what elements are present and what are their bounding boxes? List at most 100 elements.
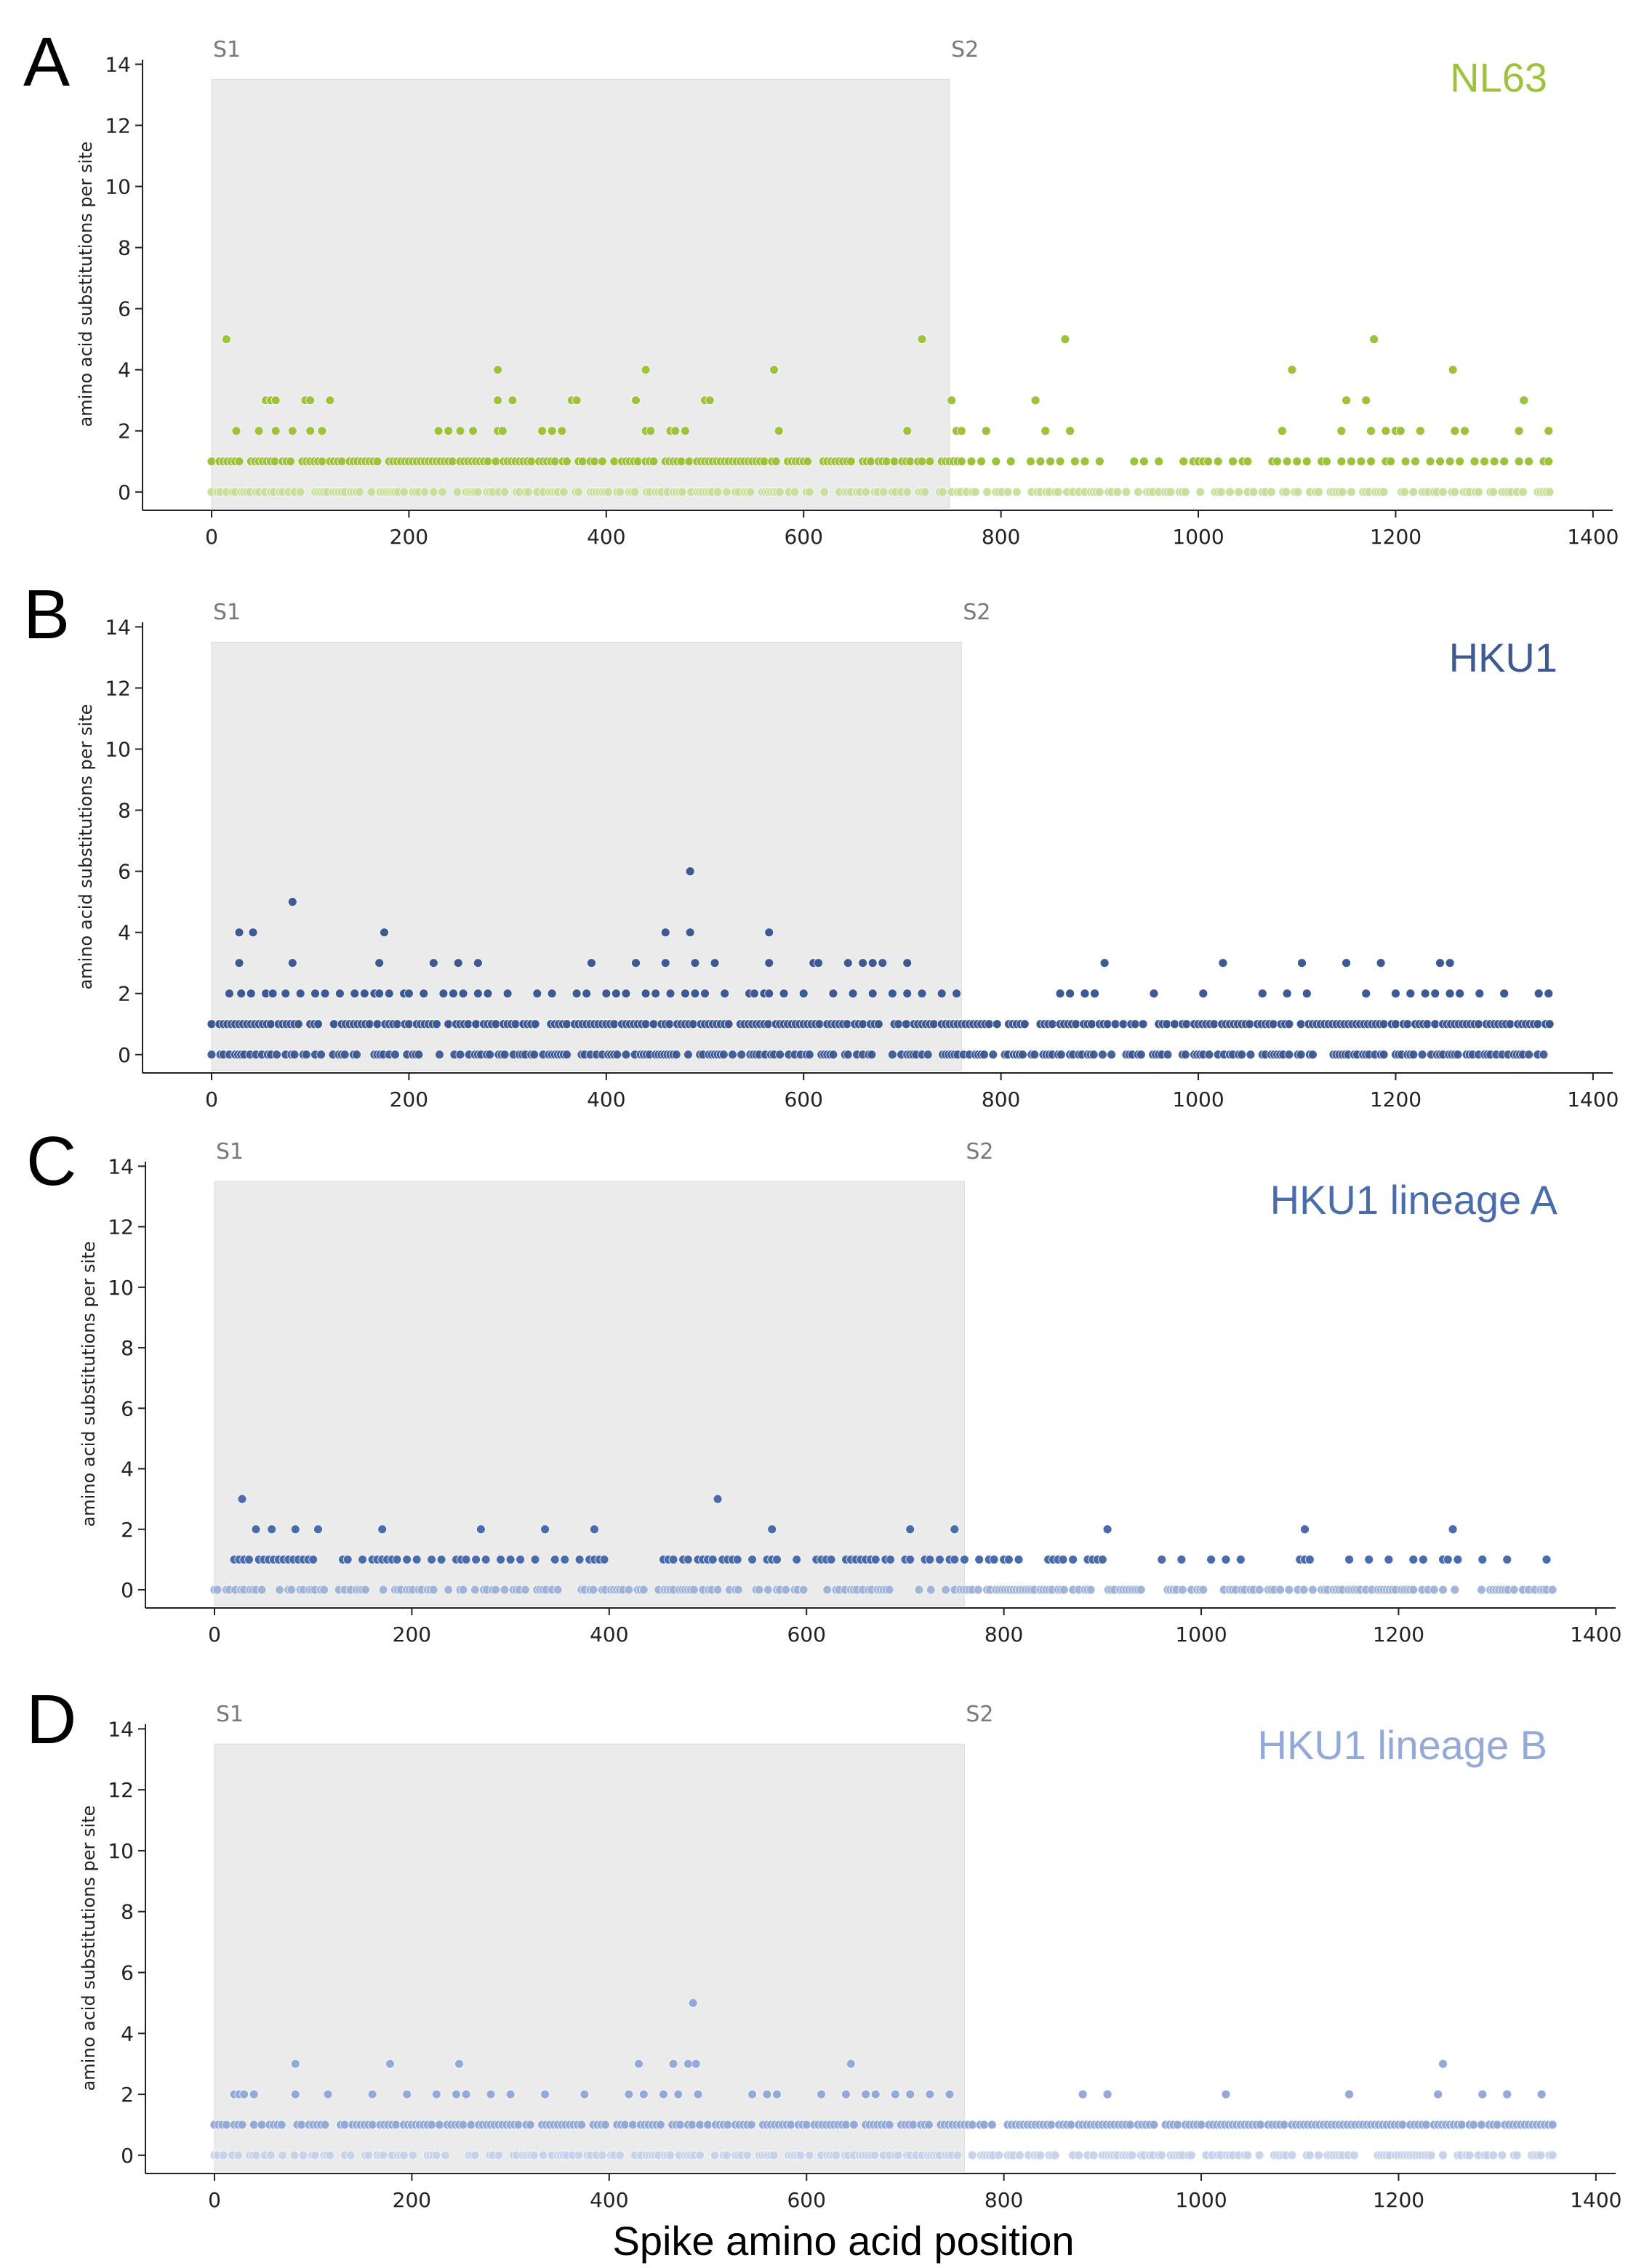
- data-point: [1415, 426, 1425, 436]
- data-point: [249, 2089, 259, 2099]
- x-tick-label: 0: [205, 525, 218, 549]
- data-point: [234, 958, 244, 968]
- data-point-zero: [500, 1585, 510, 1595]
- data-point: [320, 989, 330, 999]
- data-point: [385, 2059, 395, 2069]
- x-tick-label: 400: [590, 2188, 628, 2212]
- data-point-zero: [378, 1585, 388, 1595]
- data-point-zero: [1408, 487, 1419, 497]
- data-point: [861, 2089, 871, 2099]
- data-point-zero: [251, 2150, 261, 2160]
- data-point-zero: [604, 487, 613, 497]
- data-point: [1400, 457, 1411, 467]
- data-point: [221, 2120, 231, 2130]
- data-point: [1477, 2120, 1486, 2130]
- x-tick-label: 1000: [1175, 1622, 1227, 1646]
- data-point: [1302, 989, 1312, 999]
- data-point-zero: [870, 2150, 880, 2160]
- data-point-zero: [1346, 487, 1356, 497]
- data-point: [1344, 1555, 1354, 1564]
- data-point-zero: [1438, 487, 1448, 497]
- y-tick-label: 8: [121, 1900, 134, 1924]
- data-point: [1445, 457, 1455, 467]
- x-tick-label: 400: [590, 1622, 628, 1646]
- data-point: [621, 989, 631, 999]
- data-point: [587, 958, 596, 968]
- data-point: [762, 2089, 772, 2099]
- data-point: [257, 2120, 267, 2130]
- data-point: [841, 2120, 851, 2130]
- data-point: [1448, 365, 1458, 375]
- data-point: [1297, 958, 1307, 968]
- data-point: [609, 457, 619, 467]
- data-point-zero: [316, 1050, 326, 1060]
- data-point: [634, 2059, 643, 2069]
- data-point-zero: [728, 1050, 737, 1060]
- data-point: [560, 1555, 570, 1564]
- data-point: [1302, 457, 1312, 467]
- data-point: [792, 1555, 802, 1564]
- data-point-zero: [804, 487, 814, 497]
- data-point: [1019, 1019, 1030, 1029]
- data-point: [1080, 989, 1090, 999]
- data-point: [1094, 457, 1104, 467]
- data-point: [359, 989, 369, 999]
- data-point: [925, 2089, 935, 2099]
- data-point: [1046, 2120, 1056, 2130]
- data-point: [244, 1555, 254, 1564]
- data-point: [1130, 1019, 1140, 1029]
- data-point: [572, 989, 582, 999]
- data-point: [858, 1019, 868, 1029]
- data-point: [843, 958, 853, 968]
- data-point-zero: [1293, 487, 1303, 497]
- x-tick-label: 600: [784, 525, 822, 549]
- region-label-s1: S1: [213, 37, 241, 63]
- data-point-zero: [289, 1050, 300, 1060]
- data-point: [945, 2089, 955, 2099]
- data-point: [1475, 989, 1485, 999]
- data-point-zero: [926, 1585, 936, 1595]
- data-point: [342, 1555, 353, 1564]
- data-point-zero: [1035, 2150, 1046, 2160]
- data-point-zero: [721, 2150, 731, 2160]
- region-label-s2: S2: [951, 37, 979, 63]
- data-point-zero: [295, 487, 305, 497]
- region-label-s1: S1: [213, 600, 241, 625]
- data-point: [867, 989, 878, 999]
- data-point: [984, 1019, 994, 1029]
- data-point-zero: [319, 1585, 329, 1595]
- data-point: [404, 989, 414, 999]
- x-tick-label: 800: [982, 525, 1020, 549]
- data-point: [917, 989, 927, 999]
- data-point: [372, 1019, 382, 1029]
- data-point: [419, 989, 429, 999]
- data-point: [620, 2120, 630, 2130]
- data-point: [1066, 2120, 1076, 2130]
- data-point-zero: [1163, 1050, 1173, 1060]
- data-point: [597, 457, 607, 467]
- data-point-zero: [399, 487, 409, 497]
- data-points: [206, 334, 1555, 497]
- data-point: [691, 2059, 701, 2069]
- series-label: HKU1 lineage B: [1258, 1722, 1547, 1768]
- data-point-zero: [671, 1050, 681, 1060]
- data-point: [929, 1019, 939, 1029]
- data-point: [826, 1555, 836, 1564]
- data-point: [530, 1555, 540, 1564]
- data-point: [505, 2089, 516, 2099]
- data-point-zero: [769, 2150, 779, 2160]
- panel-a: S1 S2 0 2 4 6 8 10 12 14 0 200 400 600 800 1000 1200 1400…: [23, 23, 1619, 549]
- data-point-zero: [1408, 1050, 1419, 1060]
- data-point: [747, 2089, 757, 2099]
- data-point: [655, 2120, 665, 2130]
- data-point-zero: [831, 2150, 841, 2160]
- data-point: [1279, 2120, 1289, 2130]
- data-point: [673, 2089, 683, 2099]
- data-point: [902, 989, 913, 999]
- data-point: [1179, 457, 1189, 467]
- data-point: [1480, 457, 1489, 467]
- data-point-zero: [272, 1050, 281, 1060]
- y-tick-label: 14: [105, 52, 131, 76]
- data-point: [1046, 457, 1055, 467]
